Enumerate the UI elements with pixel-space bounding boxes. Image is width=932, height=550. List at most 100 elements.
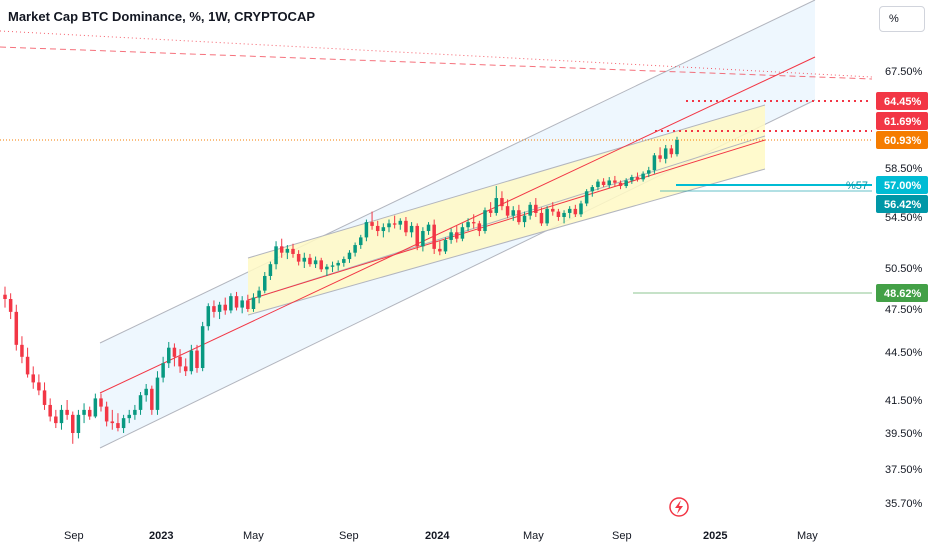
candle-body — [635, 177, 640, 180]
unit-toggle-button[interactable]: % — [879, 6, 925, 32]
alert-line-label: %57 — [846, 180, 868, 192]
candle-body — [313, 260, 318, 265]
candle-body — [82, 409, 86, 415]
candle-body — [618, 182, 623, 187]
candle-body — [370, 222, 374, 226]
candle-body — [409, 225, 414, 233]
candle-body — [37, 382, 41, 391]
candle-body — [217, 304, 222, 312]
candle-body — [308, 257, 312, 265]
candle-body — [375, 225, 380, 232]
candle-body — [319, 260, 323, 270]
red-trendline-shallow — [247, 139, 766, 301]
price-label-48-62: 48.62% — [884, 288, 922, 300]
candle-body — [551, 208, 555, 212]
x-tick-label: 2023 — [149, 530, 173, 542]
candle-body — [155, 377, 160, 410]
candle-body — [624, 180, 628, 187]
y-tick-label: 54.50% — [885, 212, 923, 224]
price-label-56-42-bg — [876, 195, 928, 213]
candle-body — [488, 210, 493, 213]
candle-body — [189, 350, 194, 372]
candle-body — [522, 215, 527, 223]
candle-body — [8, 299, 13, 312]
candle-body — [206, 306, 211, 327]
candle-body — [25, 356, 30, 375]
candle-body — [263, 275, 267, 291]
y-tick-label: 50.50% — [885, 263, 923, 275]
candle-body — [133, 409, 137, 415]
candle-body — [212, 306, 216, 312]
y-tick-label: 37.50% — [885, 464, 923, 476]
candle-body — [511, 210, 515, 216]
candle-body — [178, 356, 182, 367]
candle-body — [539, 212, 544, 224]
x-tick-label: 2024 — [425, 530, 450, 542]
y-tick-label: 47.50% — [885, 304, 923, 316]
candle-body — [87, 409, 92, 417]
candle-body — [483, 210, 487, 232]
y-tick-label: 44.50% — [885, 347, 923, 359]
candle-body — [590, 187, 595, 192]
candle-body — [421, 231, 425, 247]
candle-body — [76, 414, 81, 433]
candle-body — [404, 220, 408, 233]
candle-body — [658, 155, 662, 159]
x-tick-label: May — [243, 530, 264, 542]
candle-body — [330, 265, 335, 267]
candle-body — [579, 203, 583, 215]
candle-body — [240, 300, 244, 308]
price-labels: 64.45% 61.69% 60.93% 57.00% 56.42% 48.62… — [876, 92, 928, 302]
dashed-descending-line — [0, 46, 872, 80]
rising-wedge-upper-line — [247, 104, 766, 259]
price-label-64-45: 64.45% — [884, 96, 922, 108]
candle-body — [14, 311, 19, 345]
candle-body — [20, 344, 24, 357]
candle-body — [601, 181, 606, 185]
x-axis[interactable]: Sep 2023 May Sep 2024 May Sep 2025 May — [64, 530, 818, 542]
candle-body — [144, 388, 148, 396]
candle-body — [268, 264, 273, 276]
y-tick-label: 67.50% — [885, 66, 923, 78]
candle-body — [505, 206, 510, 216]
candle-body — [449, 232, 453, 240]
rising-wedge-lower-line — [247, 168, 766, 316]
candle-body — [392, 223, 397, 225]
lightning-event-icon[interactable] — [669, 497, 689, 517]
x-tick-label: Sep — [612, 530, 632, 542]
candle-body — [398, 220, 403, 225]
candle-body — [223, 304, 227, 311]
candle-body — [477, 223, 482, 232]
candle-body — [251, 297, 256, 309]
dotted-descending-line — [0, 30, 872, 78]
candle-body — [279, 246, 284, 253]
y-axis[interactable]: 67.50% 58.50% 54.50% 50.50% 47.50% 44.50… — [885, 66, 923, 510]
candle-body — [663, 148, 668, 159]
candle-body — [48, 404, 52, 417]
candle-body — [3, 294, 7, 299]
red-trendline-steep — [99, 56, 816, 394]
x-tick-label: Sep — [64, 530, 84, 542]
candle-body — [257, 290, 261, 298]
candle-body — [59, 409, 64, 424]
candle-body — [613, 180, 617, 183]
candle-body — [607, 180, 611, 185]
candle-body — [641, 173, 645, 180]
candle-body — [675, 140, 679, 155]
candle-body — [127, 414, 131, 419]
candle-body — [562, 212, 566, 217]
candle-body — [229, 296, 233, 311]
candle-body — [336, 262, 340, 266]
candle-body — [54, 416, 58, 424]
candle-body — [121, 418, 126, 429]
candle-body — [285, 248, 290, 253]
price-label-60-93: 60.93% — [884, 135, 922, 147]
candle-body — [432, 224, 436, 249]
candle-body — [325, 266, 329, 270]
candle-body — [438, 248, 442, 252]
candle-body — [415, 225, 419, 247]
candle-body — [110, 421, 115, 424]
candle-body — [353, 245, 357, 253]
candle-body — [65, 409, 69, 415]
